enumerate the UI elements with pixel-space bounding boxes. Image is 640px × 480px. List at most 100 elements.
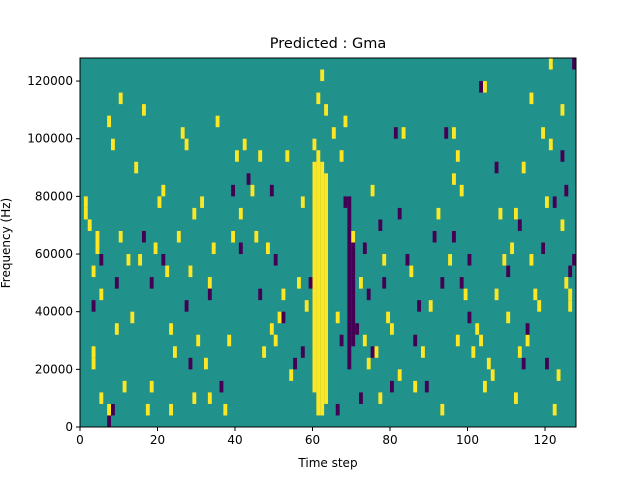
heatmap-cell-low [417, 300, 422, 312]
heatmap-cell-low [397, 207, 402, 220]
heatmap-cell-high [359, 277, 363, 289]
heatmap-cell-low [506, 265, 511, 278]
heatmap-cell-high [324, 104, 329, 116]
heatmap-cell-high [452, 173, 456, 185]
heatmap-cell-high [514, 207, 518, 220]
heatmap-cell-low [161, 254, 166, 266]
heatmap-cell-high [316, 150, 321, 416]
heatmap-cell-high [207, 277, 212, 289]
heatmap-cell-low [269, 184, 274, 197]
heatmap-cell-low [149, 277, 154, 289]
heatmap-cell-high [455, 150, 460, 162]
heatmap-cell-high [351, 230, 356, 243]
heatmap-cell-high [564, 277, 569, 289]
heatmap-cell-high [452, 127, 456, 139]
heatmap-cell-high [568, 300, 573, 312]
heatmap-cell-high [548, 58, 553, 70]
heatmap-cell-low [552, 196, 557, 208]
heatmap-cell-low [424, 380, 429, 393]
heatmap-cell-high [479, 334, 484, 347]
heatmap-cell-high [498, 207, 503, 220]
heatmap-cell-low [479, 81, 484, 93]
heatmap-cell-high [157, 196, 162, 208]
heatmap-cell-low [378, 219, 383, 231]
heatmap-cell-high [99, 392, 104, 404]
heatmap-cell-low [564, 184, 569, 197]
chart-title: Predicted : Gma [270, 36, 386, 52]
heatmap-cell-low [107, 415, 112, 427]
y-tick-label: 20000 [35, 362, 73, 376]
heatmap-cell-high [552, 403, 557, 416]
heatmap-cell-low [568, 265, 573, 278]
heatmap-cell-low [142, 230, 146, 243]
heatmap-cell-low [91, 300, 96, 312]
heatmap-cell-high [176, 230, 181, 243]
heatmap-cell-high [83, 196, 88, 208]
heatmap-cell-high [320, 69, 325, 82]
heatmap-cell-low [560, 150, 565, 162]
heatmap-cell-high [401, 127, 406, 139]
heatmap-cell-low [300, 346, 305, 358]
heatmap-cell-high [269, 323, 274, 335]
heatmap-cell-high [300, 196, 305, 208]
heatmap-cell-high [130, 311, 135, 324]
heatmap-cell-high [99, 288, 104, 301]
heatmap-cell-high [545, 196, 549, 208]
heatmap-cell-high [374, 346, 379, 358]
heatmap-cell-low [273, 254, 278, 266]
heatmap-cell-low [545, 357, 549, 370]
heatmap-cell-high [196, 334, 201, 347]
x-tick-label: 40 [227, 433, 242, 447]
heatmap-cell-low [525, 323, 530, 335]
heatmap-cell-low [444, 127, 449, 139]
heatmap-cell-high [289, 369, 294, 381]
heatmap-cell-high [95, 242, 100, 255]
heatmap-cell-low [370, 346, 375, 358]
heatmap-cell-high [312, 138, 317, 151]
heatmap-cells [83, 58, 577, 427]
heatmap-cell-high [281, 288, 286, 301]
heatmap-cell-high [525, 334, 530, 347]
heatmap-cell-high [440, 403, 445, 416]
heatmap-cell-high [510, 242, 515, 255]
heatmap-cell-high [459, 184, 464, 197]
heatmap-cell-high [548, 138, 553, 151]
heatmap-cell-high [184, 138, 189, 151]
heatmap-cell-high [285, 150, 290, 162]
heatmap-cell-low [572, 254, 577, 266]
heatmap-cell-high [471, 346, 476, 358]
heatmap-cell-high [83, 207, 88, 220]
heatmap-cell-high [537, 300, 542, 312]
heatmap-cell-high [502, 254, 507, 266]
heatmap-cell-high [378, 392, 383, 404]
heatmap-cell-low [293, 357, 298, 370]
heatmap-cell-high [118, 92, 123, 105]
y-tick-label: 100000 [27, 132, 73, 146]
heatmap-cell-high [533, 288, 538, 301]
heatmap-cell-low [541, 242, 546, 255]
heatmap-cell-high [91, 265, 96, 278]
heatmap-cell-high [126, 254, 131, 266]
heatmap-cell-high [231, 230, 236, 243]
heatmap-cell-low [362, 242, 367, 255]
heatmap-cell-high [448, 254, 453, 266]
heatmap-cell-high [455, 334, 460, 347]
heatmap-cell-low [432, 230, 437, 243]
heatmap-cell-high [339, 150, 344, 162]
x-axis: 0 20 40 60 80 100 120 [76, 427, 556, 447]
x-tick-label: 80 [382, 433, 397, 447]
heatmap-cell-high [529, 92, 534, 105]
heatmap-cell-high [250, 184, 255, 197]
heatmap-cell-high [173, 346, 177, 358]
heatmap-cell-high [153, 242, 158, 255]
y-tick-label: 60000 [35, 247, 73, 261]
heatmap-cell-high [118, 230, 123, 243]
heatmap-cell-low [440, 277, 445, 289]
heatmap-cell-high [169, 403, 174, 416]
heatmap-cell-low [99, 254, 104, 266]
heatmap-cell-low [366, 288, 371, 301]
heatmap-cell-low [219, 380, 224, 393]
heatmap-cell-high [223, 403, 228, 416]
heatmap-cell-high [312, 161, 317, 393]
heatmap-cell-high [463, 288, 468, 301]
